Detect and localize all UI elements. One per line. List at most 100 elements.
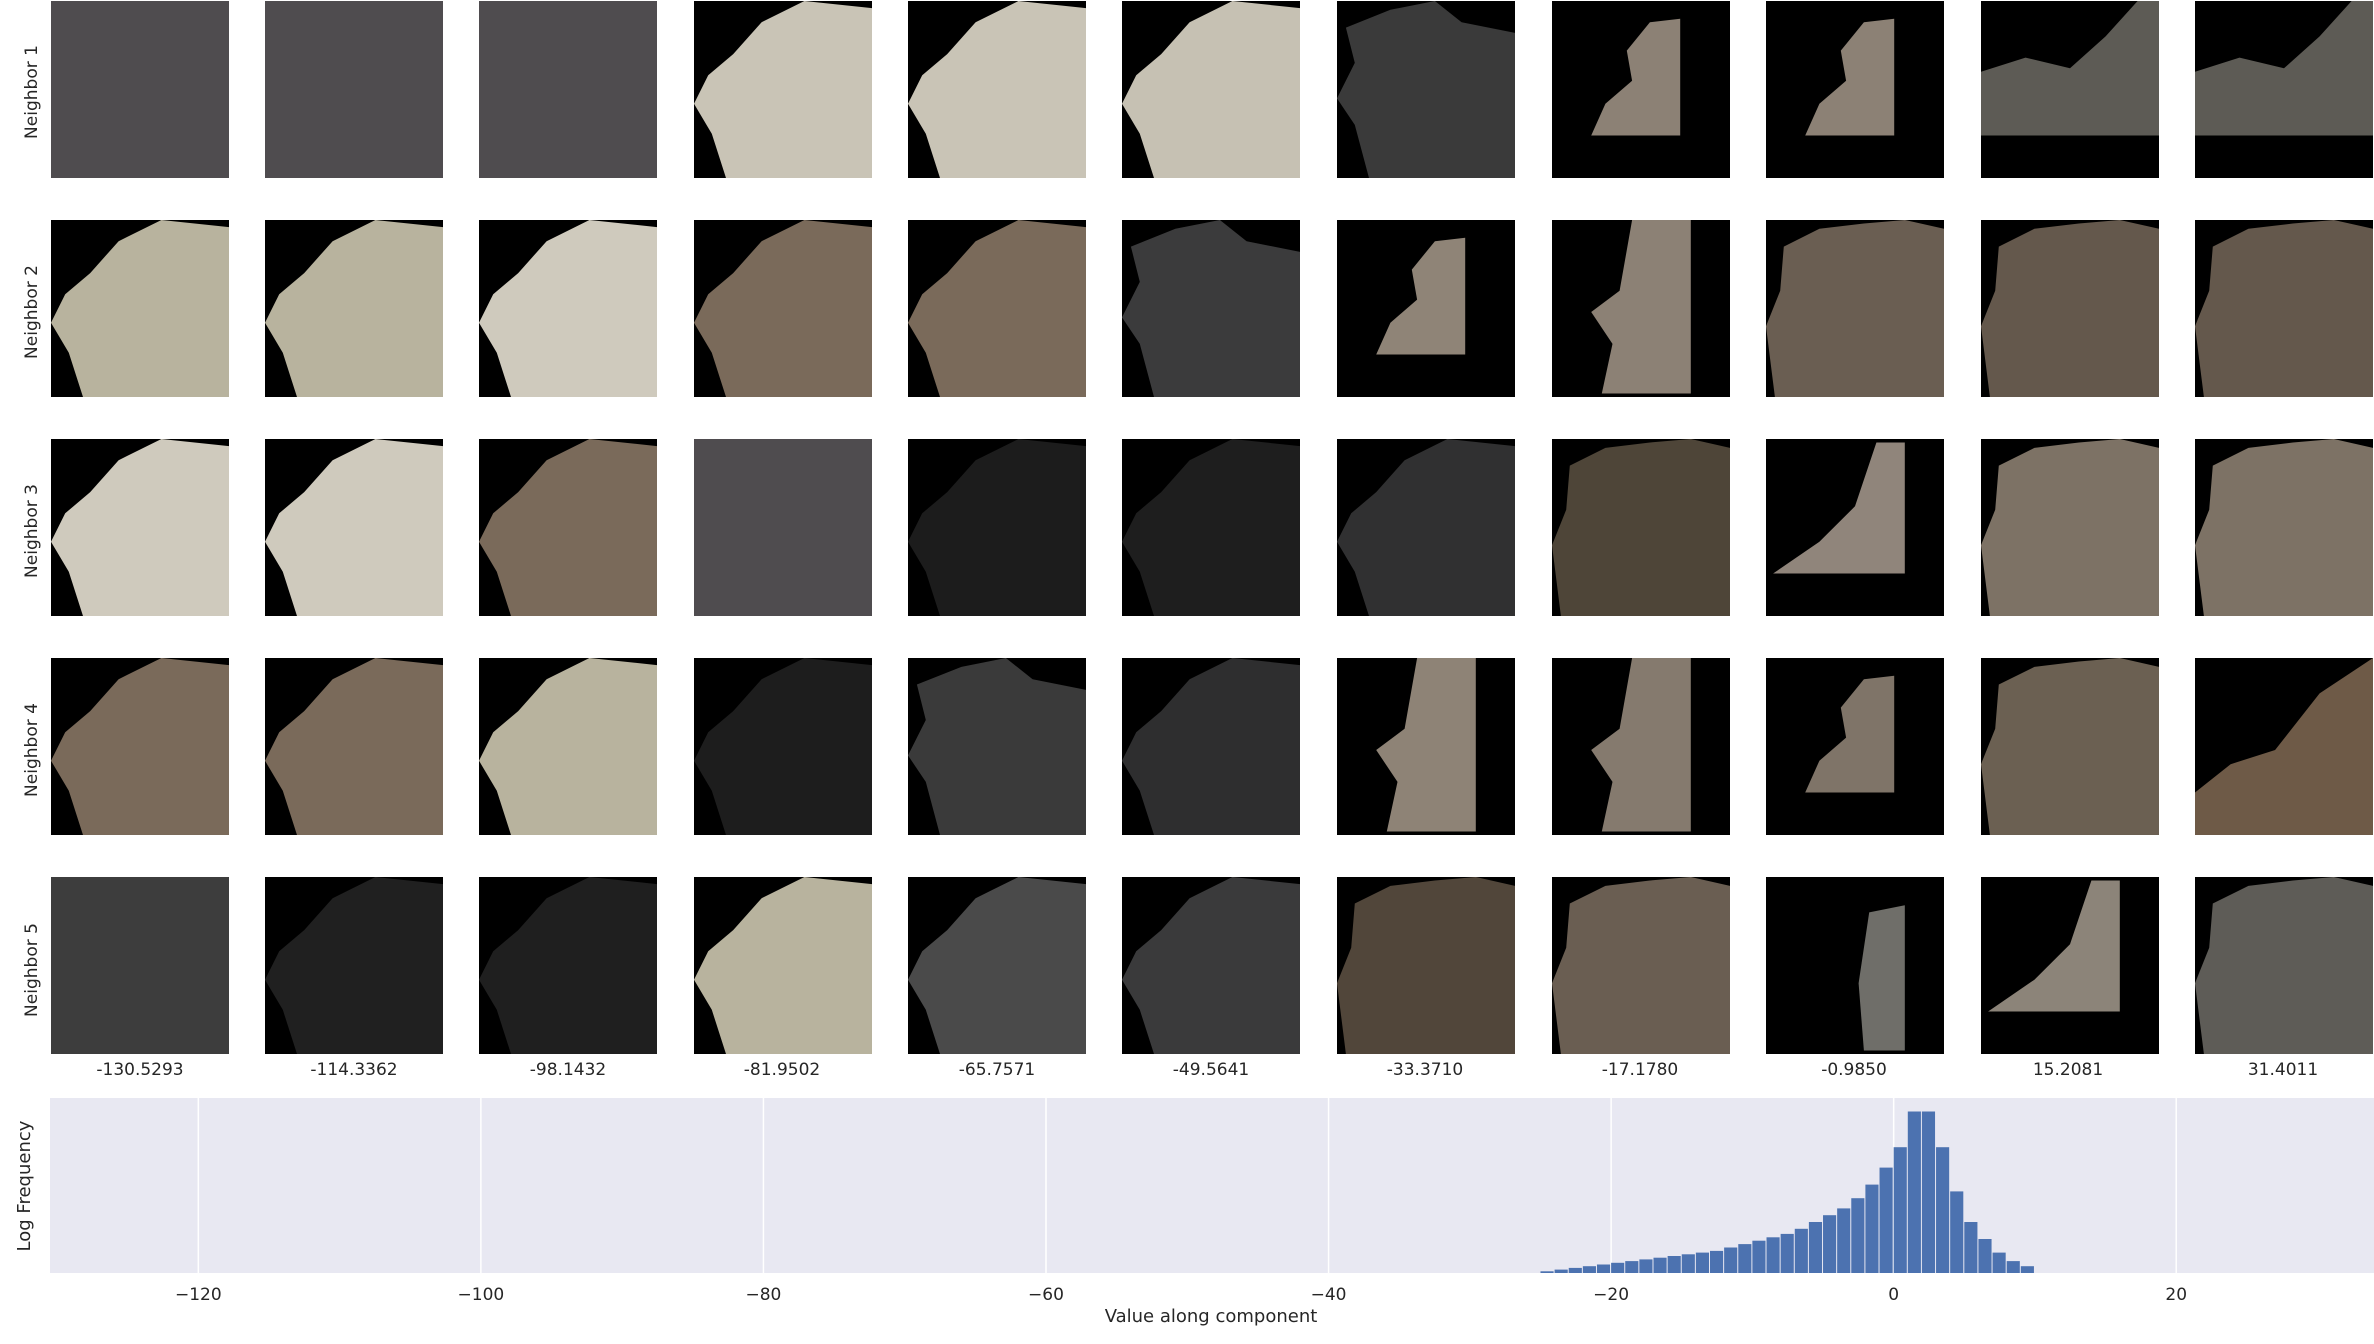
histogram-bar — [2020, 1266, 2034, 1273]
neighbor-image-r2-c1 — [51, 220, 229, 397]
histogram-bar — [1879, 1167, 1893, 1273]
histogram-bar — [1808, 1222, 1823, 1273]
histogram-bar — [1582, 1266, 1596, 1273]
neighbor-image-r2-c5 — [908, 220, 1086, 397]
neighbor-image-r3-c5 — [908, 439, 1086, 616]
neighbor-image-r4-c10 — [1981, 658, 2159, 835]
neighbor-image-r3-c11 — [2195, 439, 2373, 616]
neighbor-image-r5-c3 — [479, 877, 657, 1054]
neighbor-image-r4-c3 — [479, 658, 657, 835]
neighbor-image-r5-c9 — [1766, 877, 1944, 1054]
histogram-bar — [1667, 1256, 1681, 1273]
histogram-bar — [1780, 1233, 1794, 1273]
column-value-9: -0.9850 — [1821, 1060, 1887, 1080]
histogram-bars — [1540, 1111, 2034, 1273]
neighbor-image-r3-c7 — [1337, 439, 1515, 616]
histogram-bar — [1851, 1198, 1865, 1273]
column-value-10: 15.2081 — [2033, 1060, 2103, 1080]
histogram-bar — [1766, 1237, 1780, 1273]
histogram-bar — [1738, 1244, 1752, 1273]
neighbor-image-r1-c4 — [694, 1, 872, 178]
neighbor-image-r1-c7 — [1337, 1, 1515, 178]
histogram-bar — [1865, 1184, 1879, 1273]
histogram-bar — [1794, 1228, 1808, 1273]
image-tiles — [51, 1, 2373, 1054]
neighbor-image-r5-c1 — [51, 877, 229, 1054]
neighbor-image-r5-c6 — [1122, 877, 1300, 1054]
histogram-bar — [1837, 1208, 1851, 1273]
histogram-bar — [1568, 1267, 1582, 1273]
row-label-2: Neighbor 2 — [22, 265, 42, 359]
row-label-1: Neighbor 1 — [22, 45, 42, 139]
histogram-bar — [1893, 1147, 1907, 1273]
neighbor-image-r2-c11 — [2195, 220, 2373, 397]
neighbor-image-r5-c11 — [2195, 877, 2373, 1054]
row-label-4: Neighbor 4 — [22, 703, 42, 797]
neighbor-image-r4-c5 — [908, 658, 1086, 835]
neighbor-image-r4-c4 — [694, 658, 872, 835]
neighbor-image-r2-c3 — [479, 220, 657, 397]
row-label-3: Neighbor 3 — [22, 484, 42, 578]
histogram-bar — [1710, 1250, 1724, 1273]
neighbor-image-r3-c9 — [1766, 439, 1944, 616]
neighbor-image-r4-c6 — [1122, 658, 1300, 835]
histogram-bar — [2006, 1261, 2020, 1273]
neighbor-image-r1-c5 — [908, 1, 1086, 178]
neighbor-image-r1-c9 — [1766, 1, 1944, 178]
histogram-bar — [1625, 1261, 1639, 1273]
neighbor-image-r4-c8 — [1552, 658, 1730, 835]
neighbor-image-r5-c7 — [1337, 877, 1515, 1054]
histogram: −120 −100 −80 −60 −40 −20 0 20 Log Frequency Va… — [14, 1098, 2374, 1327]
column-value-7: -33.3710 — [1387, 1060, 1463, 1080]
column-value-5: -65.7571 — [959, 1060, 1035, 1080]
neighbor-image-r4-c7 — [1337, 658, 1515, 835]
neighbor-image-r4-c9 — [1766, 658, 1944, 835]
neighbor-image-r4-c1 — [51, 658, 229, 835]
neighbor-image-r2-c7 — [1337, 220, 1515, 397]
histogram-bar — [1752, 1240, 1766, 1273]
x-tick-label: −80 — [746, 1285, 782, 1305]
histogram-bar — [1978, 1239, 1992, 1273]
neighbor-image-r3-c4 — [694, 439, 872, 616]
row-label-5: Neighbor 5 — [22, 923, 42, 1017]
neighbor-image-r4-c2 — [265, 658, 443, 835]
histogram-bar — [1653, 1257, 1667, 1273]
neighbor-image-r4-c11 — [2195, 658, 2373, 835]
x-tick-label: −120 — [175, 1285, 222, 1305]
x-tick-label: 20 — [2165, 1285, 2187, 1305]
column-value-8: -17.1780 — [1602, 1060, 1678, 1080]
histogram-bar — [1695, 1252, 1709, 1273]
column-value-labels: -130.5293 -114.3362 -98.1432 -81.9502 -6… — [96, 1060, 2318, 1080]
histogram-bar — [1907, 1111, 1921, 1273]
x-tick-label: −40 — [1311, 1285, 1347, 1305]
row-labels: Neighbor 1 Neighbor 2 Neighbor 3 Neighbo… — [22, 45, 42, 1017]
neighbor-image-r1-c11 — [2195, 1, 2373, 178]
histogram-bar — [1921, 1111, 1936, 1273]
column-value-1: -130.5293 — [96, 1060, 183, 1080]
x-tick-label: −20 — [1593, 1285, 1629, 1305]
histogram-bar — [1936, 1147, 1950, 1273]
histogram-bar — [1611, 1262, 1625, 1273]
neighbor-image-r5-c8 — [1552, 877, 1730, 1054]
neighbor-image-r5-c4 — [694, 877, 872, 1054]
neighbor-image-r3-c8 — [1552, 439, 1730, 616]
neighbor-image-r1-c10 — [1981, 1, 2159, 178]
histogram-bar — [1964, 1222, 1978, 1273]
column-value-2: -114.3362 — [310, 1060, 397, 1080]
histogram-bar — [1540, 1271, 1554, 1273]
neighbor-image-r5-c2 — [265, 877, 443, 1054]
neighbor-image-r3-c2 — [265, 439, 443, 616]
x-tick-label: −60 — [1028, 1285, 1064, 1305]
column-value-4: -81.9502 — [744, 1060, 820, 1080]
histogram-bar — [1554, 1269, 1568, 1273]
neighbor-image-r2-c10 — [1981, 220, 2159, 397]
neighbor-image-r1-c2 — [265, 1, 443, 178]
neighbor-image-r1-c3 — [479, 1, 657, 178]
neighbor-image-r5-c10 — [1981, 877, 2159, 1054]
histogram-bar — [1823, 1215, 1837, 1273]
histogram-bar — [1992, 1252, 2006, 1273]
column-value-11: 31.4011 — [2248, 1060, 2318, 1080]
x-axis-label: Value along component — [1105, 1306, 1318, 1327]
